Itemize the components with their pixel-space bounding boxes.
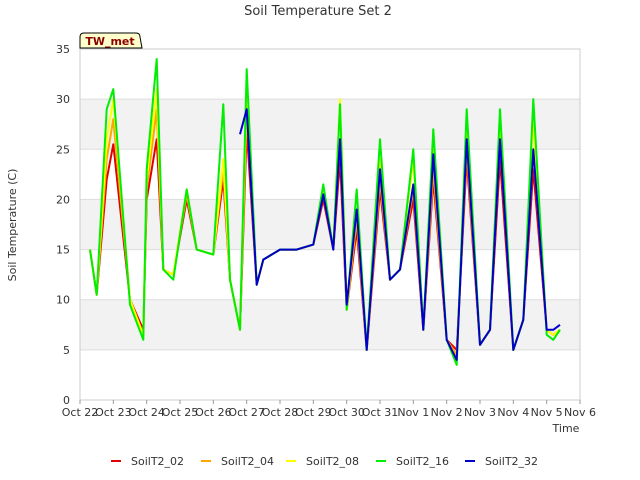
x-tick-label: Oct 25 (162, 406, 199, 419)
y-tick-label: 35 (56, 43, 70, 56)
y-axis-label: Soil Temperature (C) (6, 169, 19, 282)
series-layer (89, 58, 561, 366)
station-badge: TW_met (79, 32, 143, 49)
y-tick-label: 0 (63, 394, 70, 407)
x-tick-label: Oct 26 (195, 406, 232, 419)
x-tick-label: Oct 31 (362, 406, 399, 419)
legend-label: SoilT2_32 (485, 455, 538, 468)
legend-label: SoilT2_04 (221, 455, 274, 468)
x-tick-label: Oct 24 (128, 406, 165, 419)
plot-border (79, 48, 581, 401)
y-tick-label: 10 (56, 294, 70, 307)
legend-label: SoilT2_02 (131, 455, 184, 468)
x-tick-label: Nov 1 (397, 406, 429, 419)
legend-label: SoilT2_08 (306, 455, 359, 468)
x-tick-label: Nov 5 (531, 406, 563, 419)
chart-title: Soil Temperature Set 2 (244, 4, 392, 19)
y-tick-label: 15 (56, 244, 70, 257)
station-label: TW_met (85, 35, 134, 48)
legend-label: SoilT2_16 (396, 455, 449, 468)
series-line-SoilT2_32 (239, 108, 561, 361)
x-tick-label: Oct 29 (295, 406, 332, 419)
grid-band (80, 99, 580, 150)
grid-band (80, 299, 580, 350)
x-tick-label: Oct 30 (328, 406, 365, 419)
y-tick-label: 5 (63, 344, 70, 357)
x-tick-label: Nov 4 (497, 406, 529, 419)
y-tick-label: 25 (56, 143, 70, 156)
x-tick-label: Nov 6 (564, 406, 596, 419)
x-tick-label: Oct 23 (95, 406, 132, 419)
x-axis-label: Time (552, 422, 580, 435)
y-tick-label: 30 (56, 93, 70, 106)
x-tick-label: Oct 27 (228, 406, 265, 419)
x-tick-label: Oct 28 (262, 406, 299, 419)
x-tick-label: Nov 3 (464, 406, 496, 419)
y-tick-label: 20 (56, 193, 70, 206)
x-tick-label: Oct 22 (62, 406, 99, 419)
legend: SoilT2_02 SoilT2_04 SoilT2_08 SoilT2_16 Soil… (111, 455, 538, 468)
y-axis-ticks: 0 5 10 15 20 25 30 35 (56, 43, 70, 407)
x-tick-label: Nov 2 (431, 406, 463, 419)
station-badge-box (79, 32, 143, 49)
